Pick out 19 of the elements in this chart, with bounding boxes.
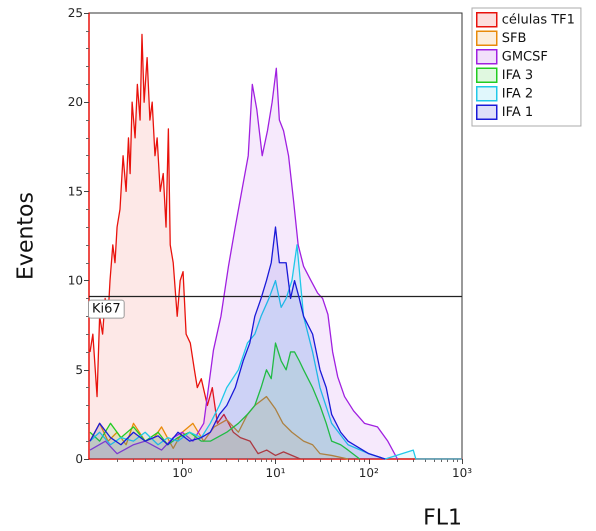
y-tick-label: 15 xyxy=(68,184,83,198)
legend-label: IFA 3 xyxy=(502,68,534,83)
y-tick-label: 10 xyxy=(68,274,83,288)
legend-label: IFA 2 xyxy=(502,86,534,102)
legend-label: SFB xyxy=(502,30,526,46)
y-tick-label: 0 xyxy=(75,452,83,466)
legend-label: IFA 1 xyxy=(502,104,534,120)
y-tick-label: 20 xyxy=(68,95,83,110)
x-tick-label: 10³ xyxy=(452,466,472,480)
legend-label: GMCSF xyxy=(502,49,548,64)
y-tick-label: 25 xyxy=(68,6,83,20)
x-tick-label: 10¹ xyxy=(265,466,286,480)
y-tick-label: 5 xyxy=(75,362,83,377)
x-axis-title: FL1 xyxy=(423,506,462,530)
x-tick-label: 10⁰ xyxy=(172,466,192,480)
ref-line-label: Ki67 xyxy=(92,302,121,317)
y-axis-title: Eventos xyxy=(14,192,38,280)
x-tick-label: 10² xyxy=(358,466,379,480)
legend-label: células TF1 xyxy=(502,12,575,28)
